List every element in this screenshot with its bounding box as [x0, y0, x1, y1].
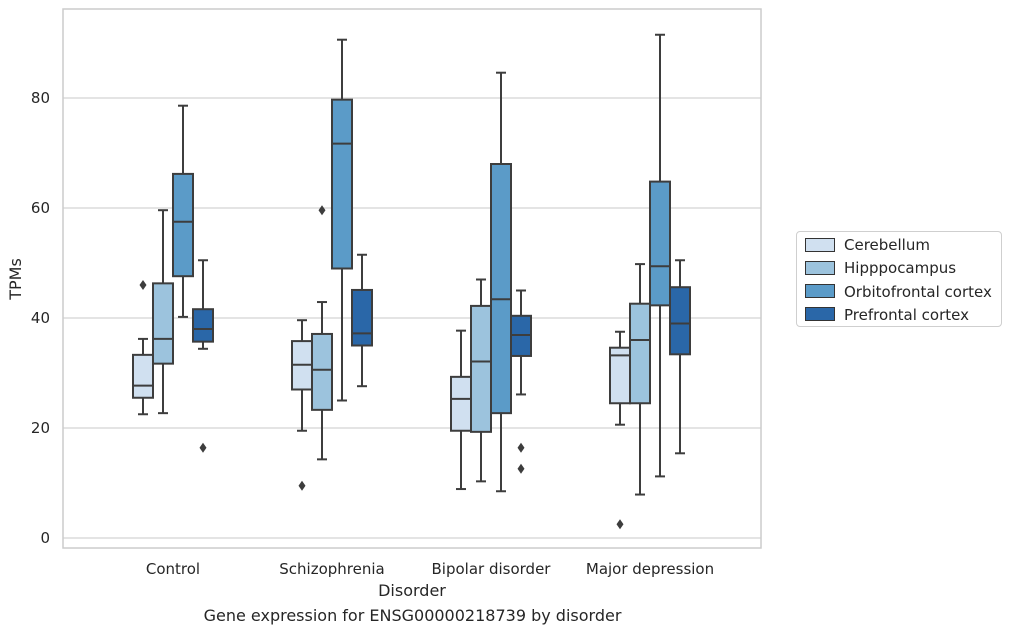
legend-item: Orbitofrontal cortex — [805, 282, 992, 302]
legend-item: Prefrontal cortex — [805, 305, 969, 325]
box-hipppocampus — [152, 282, 174, 365]
y-axis-title: TPMs — [6, 258, 25, 301]
outlier-point — [616, 519, 624, 530]
y-tick-label: 0 — [40, 529, 50, 547]
chart-caption: Gene expression for ENSG00000218739 by d… — [203, 606, 622, 625]
x-tick-labels: Control Schizophrenia Bipolar disorder Majo… — [146, 560, 714, 578]
y-tick-labels: 0 20 40 60 80 — [31, 89, 50, 547]
x-tick-label: Major depression — [586, 560, 714, 578]
outlier-point — [318, 205, 326, 216]
legend-label: Cerebellum — [844, 236, 930, 254]
x-tick-label: Schizophrenia — [279, 560, 384, 578]
legend-item: Hipppocampus — [805, 258, 956, 278]
box-cerebellum — [450, 375, 472, 432]
box-orbitofrontal-cortex — [490, 163, 512, 415]
plot-frame — [62, 8, 762, 549]
box-prefrontal-cortex — [351, 288, 373, 347]
outlier-point — [139, 280, 147, 290]
legend-label: Orbitofrontal cortex — [844, 282, 992, 301]
box-prefrontal-cortex — [192, 308, 214, 343]
legend-label: Prefrontal cortex — [844, 305, 969, 324]
y-tick-label: 40 — [31, 309, 50, 327]
box-hipppocampus — [470, 304, 492, 433]
outlier-point — [298, 480, 306, 491]
x-axis-title: Disorder — [378, 581, 446, 600]
outlier-point — [199, 442, 207, 453]
y-tick-label: 60 — [31, 199, 50, 217]
box-orbitofrontal-cortex — [172, 172, 194, 278]
x-tick-label: Bipolar disorder — [432, 560, 552, 578]
legend-swatch — [805, 284, 835, 299]
box-orbitofrontal-cortex — [649, 180, 671, 307]
box-hipppocampus — [629, 302, 651, 405]
outlier-point — [517, 442, 525, 453]
box-prefrontal-cortex — [669, 286, 691, 356]
y-tick-label: 80 — [31, 89, 50, 107]
legend-swatch — [805, 237, 835, 252]
outlier-point — [517, 463, 525, 474]
legend-item: Cerebellum — [805, 235, 930, 255]
x-tick-label: Control — [146, 560, 200, 578]
y-tick-label: 20 — [31, 419, 50, 437]
box-hipppocampus — [311, 332, 333, 411]
box-orbitofrontal-cortex — [331, 98, 353, 270]
legend-label: Hipppocampus — [844, 259, 957, 278]
legend: Cerebellum Hipppocampus Orbitofrontal cort… — [796, 231, 1002, 327]
legend-swatch — [805, 307, 835, 322]
box-marks — [132, 33, 691, 530]
legend-swatch — [805, 260, 835, 275]
box-cerebellum — [132, 353, 154, 399]
